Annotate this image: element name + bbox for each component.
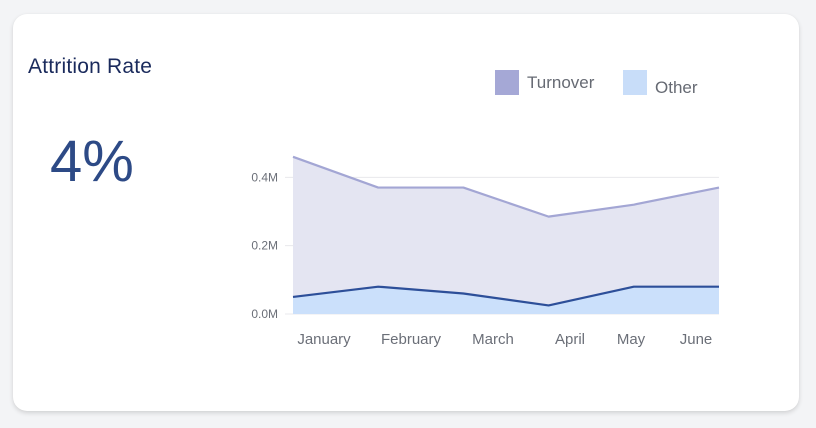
point-turnover-february[interactable] — [375, 185, 381, 191]
point-other-april[interactable] — [546, 302, 552, 308]
point-other-may[interactable] — [631, 284, 637, 290]
point-turnover-may[interactable] — [631, 202, 637, 208]
x-tick-label: June — [680, 331, 713, 348]
x-tick-label: May — [617, 331, 646, 348]
x-tick-label: April — [555, 331, 585, 348]
y-tick-label: 0.2M — [251, 239, 278, 253]
point-turnover-june[interactable] — [716, 185, 722, 191]
point-turnover-january[interactable] — [290, 154, 296, 160]
point-other-march[interactable] — [460, 291, 466, 297]
point-other-june[interactable] — [716, 284, 722, 290]
point-turnover-april[interactable] — [546, 214, 552, 220]
point-turnover-march[interactable] — [460, 185, 466, 191]
x-tick-label: March — [472, 331, 514, 348]
y-tick-label: 0.4M — [251, 170, 278, 184]
y-tick-label: 0.0M — [251, 307, 278, 321]
line-turnover[interactable] — [292, 155, 720, 218]
line-other[interactable] — [292, 285, 719, 307]
x-tick-label: February — [381, 331, 442, 348]
point-other-february[interactable] — [375, 284, 381, 290]
kpi-value: 4% — [50, 129, 134, 194]
x-tick-label: January — [297, 331, 351, 348]
card-title: Attrition Rate — [28, 55, 153, 78]
point-other-january[interactable] — [290, 294, 296, 300]
area-turnover — [293, 156, 719, 314]
